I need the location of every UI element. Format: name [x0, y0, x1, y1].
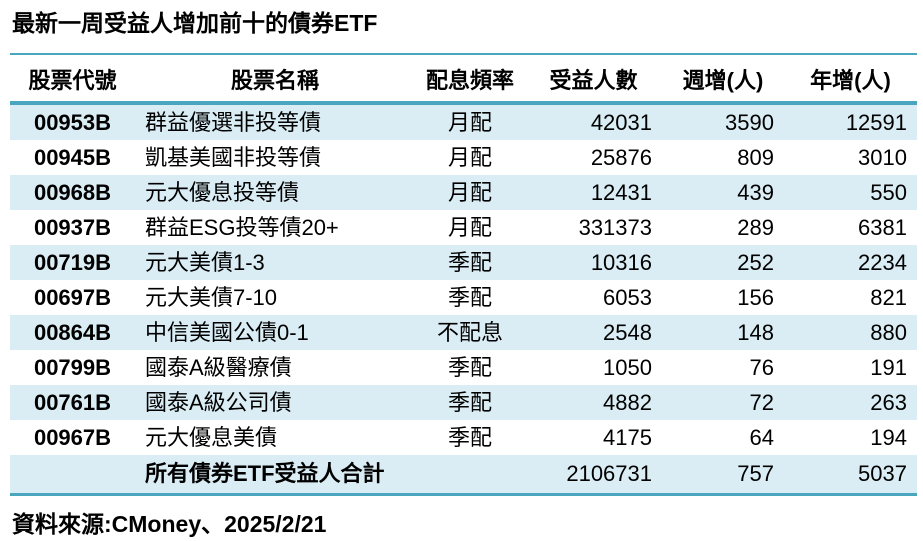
cell-frequency: 季配 — [447, 389, 492, 415]
table-row: 00937B 群益ESG投等債20+ 月配 331373 289 6381 — [10, 210, 917, 245]
total-empty-cell — [10, 455, 135, 495]
cell-week-change: 289 — [737, 214, 774, 240]
cell-code: 00937B — [33, 214, 112, 240]
cell-code: 00864B — [33, 319, 112, 345]
etf-table-footer: 所有債券ETF受益人合計 2106731 757 5037 — [10, 454, 917, 495]
total-label: 所有債券ETF受益人合計 — [145, 460, 385, 486]
cell-week-change: 3590 — [725, 109, 774, 135]
total-row: 所有債券ETF受益人合計 2106731 757 5037 — [10, 454, 917, 495]
column-header: 年增(人) — [784, 53, 917, 105]
cell-name: 國泰A級公司債 — [145, 389, 292, 415]
cell-name: 中信美國公債0-1 — [145, 319, 309, 345]
cell-week-change: 809 — [737, 144, 774, 170]
header-row: 股票代號 股票名稱 配息頻率 受益人數 週增(人) 年增(人) — [10, 53, 917, 105]
table-row: 00968B 元大優息投等債 月配 12431 439 550 — [10, 174, 917, 210]
cell-week-change: 76 — [749, 354, 774, 380]
column-header: 週增(人) — [662, 53, 784, 105]
cell-code: 00799B — [33, 354, 112, 380]
total-week-change: 757 — [737, 460, 774, 486]
cell-frequency: 季配 — [447, 284, 492, 310]
cell-name: 凱基美國非投等債 — [145, 144, 322, 170]
cell-week-change: 252 — [737, 249, 774, 275]
cell-frequency: 季配 — [447, 354, 492, 380]
cell-holders: 1050 — [603, 354, 652, 380]
cell-name: 元大優息美債 — [145, 424, 278, 450]
cell-name: 群益優選非投等債 — [145, 109, 322, 135]
cell-frequency: 季配 — [447, 424, 492, 450]
cell-frequency: 月配 — [447, 109, 492, 135]
etf-table-header: 股票代號 股票名稱 配息頻率 受益人數 週增(人) 年增(人) — [10, 53, 917, 105]
column-header: 配息頻率 — [415, 53, 525, 105]
total-year-change: 5037 — [858, 460, 907, 486]
total-frequency-cell — [415, 455, 525, 495]
cell-name: 國泰A級醫療債 — [145, 354, 292, 380]
table-row: 00967B 元大優息美債 季配 4175 64 194 — [10, 420, 917, 455]
cell-frequency: 月配 — [447, 179, 492, 205]
cell-holders: 10316 — [590, 249, 652, 275]
cell-code: 00761B — [33, 389, 112, 415]
table-row: 00719B 元大美債1-3 季配 10316 252 2234 — [10, 244, 917, 280]
cell-holders: 12431 — [590, 179, 652, 205]
cell-holders: 2548 — [603, 319, 652, 345]
cell-code: 00967B — [33, 424, 112, 450]
cell-holders: 4882 — [603, 389, 652, 415]
cell-year-change: 6381 — [858, 214, 907, 240]
table-row: 00953B 群益優選非投等債 月配 42031 3590 12591 — [10, 102, 917, 140]
source-note: 資料來源:CMoney、2025/2/21 — [12, 510, 327, 537]
cell-name: 元大美債7-10 — [145, 284, 278, 310]
cell-week-change: 148 — [737, 319, 774, 345]
cell-year-change: 821 — [870, 284, 907, 310]
cell-year-change: 3010 — [858, 144, 907, 170]
cell-year-change: 263 — [870, 389, 907, 415]
cell-week-change: 156 — [737, 284, 774, 310]
cell-holders: 4175 — [603, 424, 652, 450]
table-row: 00945B 凱基美國非投等債 月配 25876 809 3010 — [10, 140, 917, 175]
cell-year-change: 2234 — [858, 249, 907, 275]
cell-code: 00697B — [33, 284, 112, 310]
cell-code: 00953B — [33, 109, 112, 135]
table-row: 00761B 國泰A級公司債 季配 4882 72 263 — [10, 384, 917, 420]
table-row: 00697B 元大美債7-10 季配 6053 156 821 — [10, 280, 917, 315]
page-title: 最新一周受益人增加前十的債券ETF — [12, 10, 378, 36]
cell-name: 元大優息投等債 — [145, 179, 300, 205]
total-holders: 2106731 — [566, 460, 652, 486]
cell-year-change: 880 — [870, 319, 907, 345]
cell-name: 群益ESG投等債20+ — [145, 214, 339, 240]
etf-table-body: 00953B 群益優選非投等債 月配 42031 3590 12591 00945B 凱基美國… — [10, 102, 917, 455]
cell-frequency: 月配 — [447, 214, 492, 240]
cell-holders: 25876 — [590, 144, 652, 170]
cell-week-change: 72 — [749, 389, 774, 415]
cell-year-change: 191 — [870, 354, 907, 380]
cell-frequency: 月配 — [447, 144, 492, 170]
cell-name: 元大美債1-3 — [145, 249, 265, 275]
table-row: 00799B 國泰A級醫療債 季配 1050 76 191 — [10, 350, 917, 385]
cell-year-change: 194 — [870, 424, 907, 450]
column-header: 股票名稱 — [135, 53, 415, 105]
cell-frequency: 季配 — [447, 249, 492, 275]
cell-holders: 42031 — [590, 109, 652, 135]
cell-code: 00968B — [33, 179, 112, 205]
cell-year-change: 12591 — [845, 109, 907, 135]
cell-year-change: 550 — [870, 179, 907, 205]
table-row: 00864B 中信美國公債0-1 不配息 2548 148 880 — [10, 314, 917, 350]
cell-week-change: 64 — [749, 424, 774, 450]
cell-code: 00945B — [33, 144, 112, 170]
cell-holders: 331373 — [578, 214, 652, 240]
cell-frequency: 不配息 — [436, 319, 503, 345]
cell-code: 00719B — [33, 249, 112, 275]
etf-table: 股票代號 股票名稱 配息頻率 受益人數 週增(人) 年增(人) 00953B 群益優選非投等… — [10, 52, 917, 496]
cell-holders: 6053 — [603, 284, 652, 310]
column-header: 股票代號 — [10, 53, 135, 105]
column-header: 受益人數 — [525, 53, 662, 105]
cell-week-change: 439 — [737, 179, 774, 205]
